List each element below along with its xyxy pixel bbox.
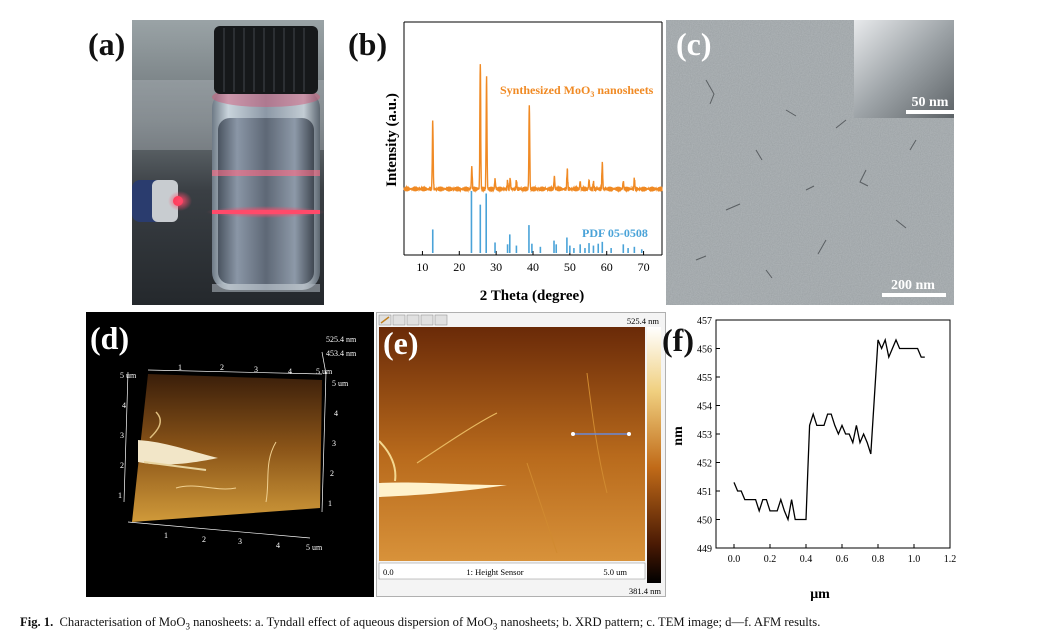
afm3d-right-tick: 2 <box>330 469 334 478</box>
panel-f: nm μm 0.0 0.2 0.4 0.6 0.8 1.0 1.2 449 450 451 452 4… <box>660 312 956 612</box>
tem-scale-bar <box>882 293 946 297</box>
panel-c-label: (c) <box>676 26 712 62</box>
profile-x-tick-label: 1.2 <box>944 554 956 565</box>
profile-y-tick-label: 449 <box>697 544 712 555</box>
afm-toolbar <box>378 314 448 326</box>
caption-sub-a: 3 <box>185 621 190 632</box>
afm3d-right-axis-top: 5 um <box>316 367 333 376</box>
panel-b-label: (b) <box>348 26 388 62</box>
profile-y-tick-label: 457 <box>697 316 712 327</box>
profile-line <box>733 337 925 522</box>
afm3d-right-tick: 3 <box>332 439 336 448</box>
xrd-ylabel: Intensity (a.u.) <box>384 93 400 187</box>
xrd-x-tick-label: 70 <box>638 260 650 274</box>
panel-b: (b) Intensity (a.u.) 2 Theta (degree) 10… <box>340 0 670 310</box>
xrd-x-tick-label: 20 <box>453 260 465 274</box>
afm2d-axis-start: 0.0 <box>383 567 394 577</box>
profile-xlabel: μm <box>810 587 830 602</box>
afm3d-top-tick: 2 <box>220 363 224 372</box>
profile-x-tick-label: 0.2 <box>764 554 777 565</box>
afm3d-top-tick: 1 <box>178 363 182 372</box>
tem-scale-label: 200 nm <box>891 278 935 293</box>
xrd-xlabel: 2 Theta (degree) <box>480 288 584 304</box>
panel-a: (a) <box>0 0 330 310</box>
afm3d-bottom-tick: 2 <box>202 535 206 544</box>
panel-e: 525.4 nm 0.0 1: Height Sensor 5.0 um 381… <box>376 312 666 597</box>
afm2d-color-min: 381.4 nm <box>629 586 662 596</box>
afm3d-left-axis-top: 5 um <box>120 371 137 380</box>
caption-text-b: nanosheets: a. Tyndall effect of aqueous… <box>189 615 493 629</box>
panel-a-label: (a) <box>88 26 126 62</box>
profile-x-tick-label: 0.8 <box>872 554 885 565</box>
afm3d-extra-right: 5 um <box>332 379 349 388</box>
caption-text-a: Characterisation of MoO <box>59 615 186 629</box>
afm2d-axis-end: 5.0 um <box>603 567 627 577</box>
tem-inset-scale-bar <box>906 110 954 114</box>
profile-ylabel: nm <box>671 426 686 446</box>
afm3d-top-tick: 4 <box>288 367 292 376</box>
xrd-x-tick-label: 10 <box>416 260 428 274</box>
xrd-x-tick-label: 40 <box>527 260 539 274</box>
panel-d-label: (d) <box>90 320 130 356</box>
panel-c: 50 nm 200 nm (c) <box>666 20 954 305</box>
profile-y-tick-label: 455 <box>697 373 712 384</box>
profile-y-tick-label: 454 <box>697 402 712 413</box>
xrd-x-tick-label: 30 <box>490 260 502 274</box>
afm3d-bottom-tick: 4 <box>276 541 280 550</box>
afm3d-left-tick: 2 <box>120 461 124 470</box>
afm3d-bottom-tick: 5 um <box>306 543 323 552</box>
profile-y-tick-label: 453 <box>697 430 712 441</box>
height-profile-chart: nm μm 0.0 0.2 0.4 0.6 0.8 1.0 1.2 449 450 451 452 4… <box>671 316 956 602</box>
caption-sub-b: 3 <box>492 621 498 632</box>
afm-2d-image: 525.4 nm 0.0 1: Height Sensor 5.0 um 381… <box>378 314 662 596</box>
afm3d-right-tick: 4 <box>334 409 338 418</box>
afm2d-color-bar <box>647 327 661 583</box>
afm3d-second-value: 453.4 nm <box>326 349 357 358</box>
afm2d-color-max: 525.4 nm <box>627 316 660 326</box>
afm3d-bottom-tick: 1 <box>164 531 168 540</box>
tyndall-photo <box>132 20 324 305</box>
caption-text-c: nanosheets; b. XRD pattern; c. TEM image… <box>497 615 821 629</box>
panel-d: 525.4 nm 453.4 nm 5 um 5 um 5 um 4 3 2 1… <box>86 312 374 597</box>
xrd-label-reference: PDF 05-0508 <box>582 226 648 240</box>
profile-x-tick-label: 0.6 <box>836 554 849 565</box>
profile-y-tick-label: 452 <box>697 459 712 470</box>
xrd-chart: Intensity (a.u.) 2 Theta (degree) 10 20 30… <box>384 21 663 304</box>
tem-image: 50 nm 200 nm <box>666 20 954 305</box>
profile-x-tick-label: 0.0 <box>728 554 741 565</box>
afm3d-top-tick: 3 <box>254 365 258 374</box>
afm-3d-image: 525.4 nm 453.4 nm 5 um 5 um 5 um 4 3 2 1… <box>118 335 357 552</box>
afm3d-bottom-tick: 3 <box>238 537 242 546</box>
profile-y-tick-label: 456 <box>697 345 712 356</box>
xrd-series-synthesized <box>403 64 663 194</box>
xrd-label-synthesized: Synthesized MoO3 nanosheets <box>500 83 654 99</box>
afm3d-left-tick: 1 <box>118 491 122 500</box>
profile-y-tick-label: 450 <box>697 516 712 527</box>
profile-frame <box>715 319 951 549</box>
afm2d-sensor-label: 1: Height Sensor <box>466 567 523 577</box>
caption-prefix: Fig. 1. <box>20 615 54 629</box>
panel-e-label: (e) <box>383 325 419 361</box>
xrd-x-tick-label: 50 <box>564 260 576 274</box>
afm3d-right-tick: 1 <box>328 499 332 508</box>
tem-inset-scale-label: 50 nm <box>912 95 949 110</box>
afm3d-left-tick: 4 <box>122 401 126 410</box>
profile-x-tick-label: 0.4 <box>800 554 813 565</box>
panel-f-label: (f) <box>662 322 694 358</box>
afm3d-left-tick: 3 <box>120 431 124 440</box>
profile-x-tick-label: 1.0 <box>908 554 921 565</box>
afm3d-top-value: 525.4 nm <box>326 335 357 344</box>
xrd-x-tick-label: 60 <box>601 260 613 274</box>
figure-caption: Fig. 1. Characterisation of MoO3 nanoshe… <box>20 615 1040 632</box>
profile-y-tick-label: 451 <box>697 487 712 498</box>
